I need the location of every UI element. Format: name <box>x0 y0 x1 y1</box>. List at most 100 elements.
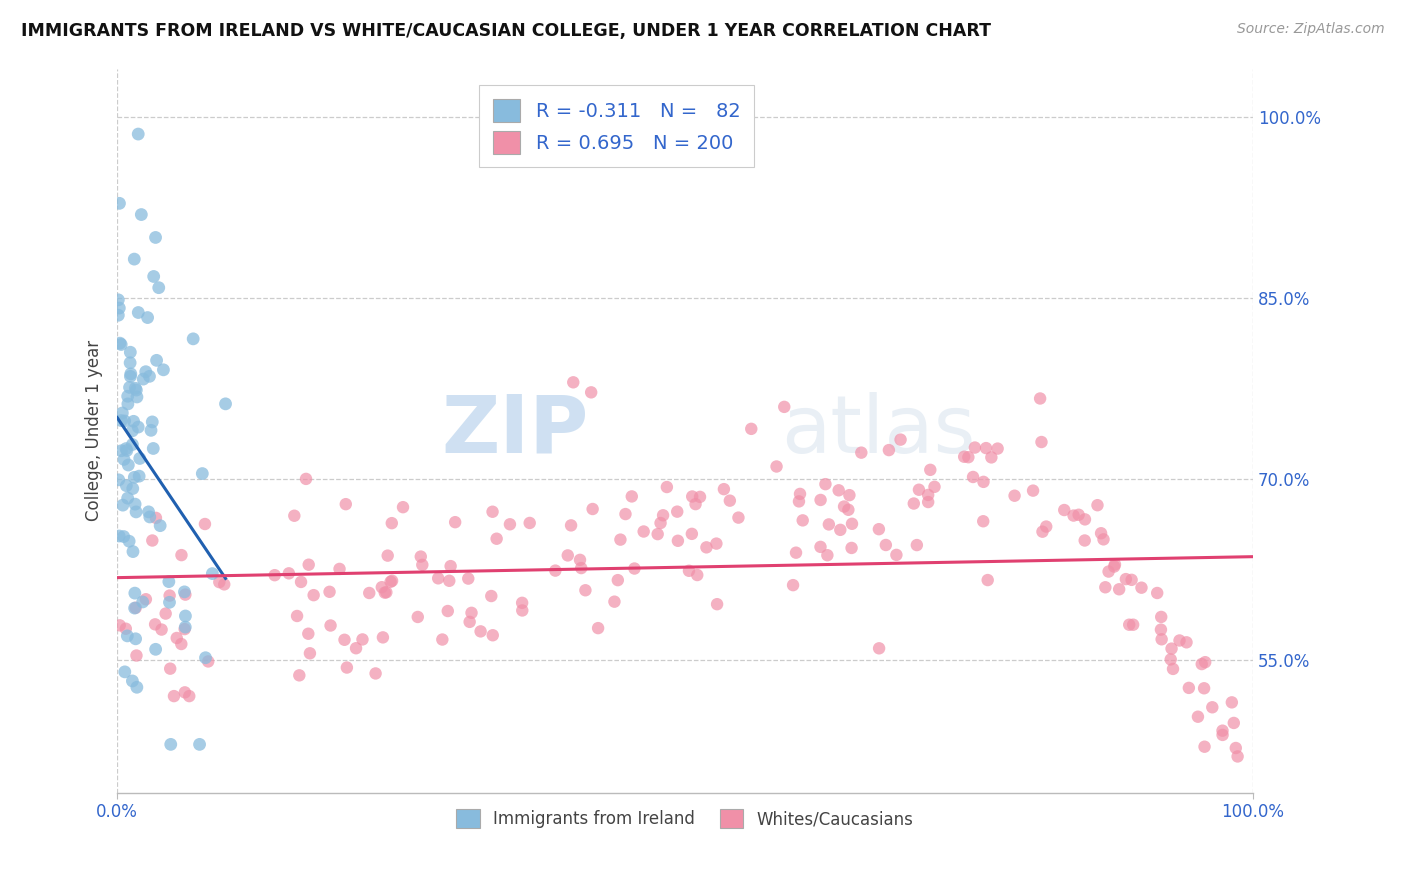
Point <box>135 592 157 607</box>
Point <box>120 345 142 359</box>
Point <box>297 626 319 640</box>
Point <box>832 500 855 514</box>
Point <box>544 564 567 578</box>
Point <box>208 575 231 590</box>
Point <box>963 441 986 455</box>
Point <box>150 623 173 637</box>
Point <box>194 650 217 665</box>
Point <box>352 632 374 647</box>
Point <box>972 475 994 489</box>
Point <box>145 353 167 368</box>
Point <box>1115 572 1137 586</box>
Point <box>125 390 148 404</box>
Point <box>117 397 139 411</box>
Point <box>841 516 863 531</box>
Point <box>344 641 367 656</box>
Point <box>603 595 626 609</box>
Point <box>141 415 163 429</box>
Point <box>444 515 467 529</box>
Point <box>1160 652 1182 666</box>
Point <box>302 588 325 602</box>
Point <box>125 383 148 397</box>
Point <box>579 385 602 400</box>
Point <box>124 470 146 484</box>
Point <box>1201 700 1223 714</box>
Point <box>152 363 174 377</box>
Point <box>485 532 508 546</box>
Point <box>666 533 689 548</box>
Point <box>107 293 129 307</box>
Point <box>1053 503 1076 517</box>
Point <box>380 574 402 589</box>
Point <box>166 631 188 645</box>
Point <box>124 632 146 646</box>
Point <box>120 369 142 384</box>
Point <box>1087 498 1109 512</box>
Point <box>1108 582 1130 597</box>
Point <box>125 600 148 615</box>
Point <box>145 642 167 657</box>
Point <box>174 588 197 602</box>
Point <box>614 507 637 521</box>
Point <box>1150 632 1173 647</box>
Point <box>623 561 645 575</box>
Point <box>510 596 533 610</box>
Point <box>174 620 197 634</box>
Point <box>470 624 492 639</box>
Point <box>510 603 533 617</box>
Point <box>157 574 180 589</box>
Point <box>886 548 908 562</box>
Point <box>1074 512 1097 526</box>
Point <box>174 609 197 624</box>
Point <box>427 571 450 585</box>
Point <box>681 490 703 504</box>
Point <box>727 510 749 524</box>
Point <box>1223 715 1246 730</box>
Point <box>606 573 628 587</box>
Point <box>135 365 157 379</box>
Point <box>364 666 387 681</box>
Point <box>118 534 141 549</box>
Point <box>141 533 163 548</box>
Point <box>115 478 138 492</box>
Point <box>586 621 609 635</box>
Point <box>1150 623 1173 637</box>
Point <box>142 442 165 456</box>
Point <box>837 503 859 517</box>
Point <box>1194 655 1216 669</box>
Point <box>655 480 678 494</box>
Point <box>1211 723 1233 738</box>
Point <box>695 541 717 555</box>
Point <box>877 443 900 458</box>
Point <box>974 441 997 455</box>
Point <box>173 685 195 699</box>
Point <box>562 376 585 390</box>
Point <box>436 604 458 618</box>
Point <box>290 574 312 589</box>
Point <box>132 372 155 386</box>
Point <box>128 451 150 466</box>
Point <box>111 406 134 420</box>
Point <box>159 738 181 752</box>
Point <box>972 514 994 528</box>
Point <box>117 458 139 472</box>
Point <box>481 628 503 642</box>
Point <box>118 380 141 394</box>
Point <box>1178 681 1201 695</box>
Point <box>371 580 394 594</box>
Point <box>479 589 502 603</box>
Point <box>903 496 925 510</box>
Point <box>868 641 890 656</box>
Point <box>148 281 170 295</box>
Point <box>706 536 728 550</box>
Point <box>1063 508 1085 523</box>
Point <box>1191 657 1213 671</box>
Point <box>114 665 136 679</box>
Point <box>170 548 193 562</box>
Point <box>620 490 643 504</box>
Point <box>976 573 998 587</box>
Point <box>1225 741 1247 756</box>
Point <box>890 433 912 447</box>
Point <box>124 497 146 511</box>
Point <box>569 561 592 575</box>
